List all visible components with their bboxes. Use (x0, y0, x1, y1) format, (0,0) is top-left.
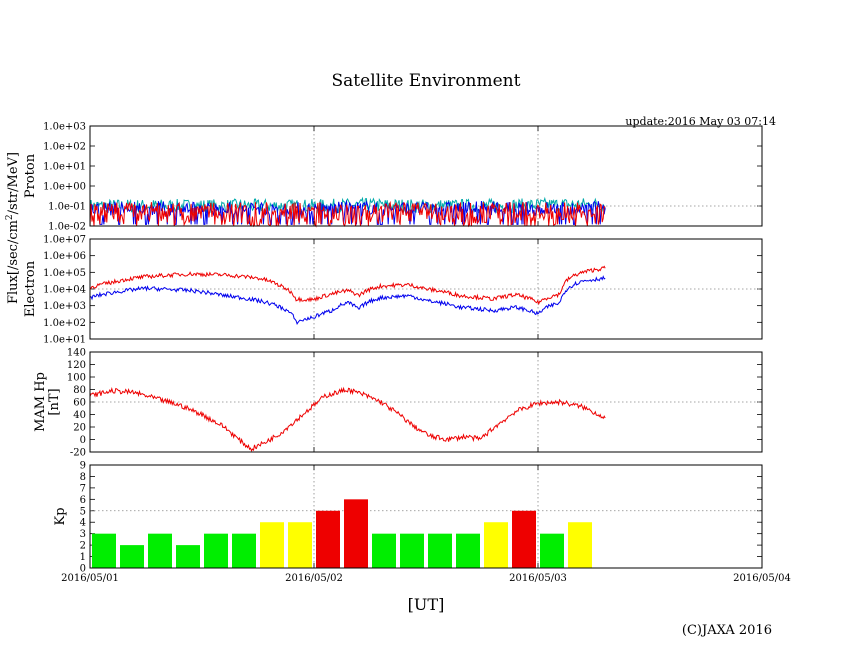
proton-y-tick-label: 1.0e+00 (43, 182, 86, 193)
kp-y-tick-label: 1 (80, 552, 86, 563)
kp-y-tick-label: 2 (80, 541, 86, 552)
kp-bar (540, 533, 564, 568)
mam-y-tick-label: 20 (73, 423, 86, 434)
copyright: (C)JAXA 2016 (682, 623, 772, 638)
kp-frame (89, 464, 763, 569)
electron-y-tick-label: 1.0e+02 (43, 318, 86, 329)
kp-y-tick-label: 3 (80, 529, 86, 540)
proton-series-red (89, 200, 606, 228)
kp-bar (372, 533, 396, 568)
mam-y-label: MAM Hp (33, 372, 48, 432)
electron-y-tick-label: 1.0e+04 (43, 285, 86, 296)
kp-bar (260, 522, 284, 568)
x-tick-label: 2016/05/04 (733, 573, 791, 584)
kp-bar (176, 545, 200, 568)
electron-y-tick-label: 1.0e+03 (43, 301, 86, 312)
electron-y-tick-label: 1.0e+01 (43, 335, 86, 346)
kp-bar (400, 533, 424, 568)
x-tick-label: 2016/05/02 (285, 573, 343, 584)
kp-bar (344, 499, 368, 568)
proton-y-tick-label: 1.0e-02 (48, 222, 86, 233)
kp-bar (484, 522, 508, 568)
proton-y-tick-label: 1.0e+02 (43, 142, 86, 153)
mam-y-tick-label: 100 (67, 373, 86, 384)
kp-bar (428, 533, 452, 568)
x-tick-label: 2016/05/01 (61, 573, 119, 584)
kp-y-tick-label: 9 (80, 461, 86, 472)
proton-frame (89, 125, 763, 227)
electron-series-blue (89, 275, 606, 325)
mam-y-tick-label: 0 (80, 435, 86, 446)
electron-y-label: Electron (23, 260, 38, 317)
mam-y-tick-label: 40 (73, 410, 86, 421)
kp-y-tick-label: 6 (80, 495, 86, 506)
kp-bar (92, 533, 116, 568)
proton-panel: 1.0e-02 1.0e-01 1.0e+00 1.0e+01 1.0e+02 1.0e+… (23, 122, 763, 233)
x-tick-label: 2016/05/03 (509, 573, 567, 584)
mam-y-tick-label: 120 (67, 360, 86, 371)
mam-y-tick-label: 80 (73, 385, 86, 396)
mam-y-tick-label: 60 (73, 398, 86, 409)
chart-panels: 1.0e-021.0e-011.0e+001.0e+011.0e+021.0e+… (23, 122, 763, 575)
kp-bar (316, 510, 340, 568)
kp-y-label: Kp (53, 507, 68, 525)
kp-y-tick-label: 4 (80, 518, 86, 529)
mam-y-tick-label: 140 (67, 348, 86, 359)
electron-panel: 1.0e+01 1.0e+02 1.0e+03 1.0e+04 1.0e+05 1.0e+… (23, 235, 763, 346)
kp-bar (148, 533, 172, 568)
kp-y-tick-label: 0 (80, 564, 86, 575)
mam-y-unit: [nT] (47, 388, 62, 415)
kp-bar (512, 510, 536, 568)
flux-label-prefix: Flux[/sec/cm (6, 220, 21, 304)
mam-series-red (89, 386, 606, 452)
kp-bar (568, 522, 592, 568)
x-axis: 2016/05/01 2016/05/02 2016/05/03 2016/05/04 (61, 573, 791, 584)
electron-y-tick-label: 1.0e+06 (43, 251, 86, 262)
proton-y-tick-label: 1.0e+01 (43, 162, 86, 173)
kp-bar (204, 533, 228, 568)
kp-y-tick-label: 7 (80, 483, 86, 494)
mam-y-tick-label: -20 (70, 448, 86, 459)
mam-frame (89, 351, 763, 453)
flux-label-suffix: /str/MeV] (6, 152, 21, 214)
electron-series-red (89, 265, 606, 306)
flux-label-superscript: 2 (5, 214, 15, 220)
kp-bar (456, 533, 480, 568)
kp-y-tick-label: 5 (80, 506, 86, 517)
electron-frame (89, 238, 763, 340)
proton-y-tick-label: 1.0e-01 (48, 202, 86, 213)
proton-y-tick-label: 1.0e+03 (43, 122, 86, 133)
kp-bar (288, 522, 312, 568)
update-timestamp: update:2016 May 03 07:14 (625, 115, 776, 128)
proton-y-label: Proton (23, 153, 38, 198)
chart-title: Satellite Environment (332, 71, 521, 91)
flux-axis-label: Flux[/sec/cm2/str/MeV] (5, 152, 21, 304)
kp-bar (120, 545, 144, 568)
electron-y-tick-label: 1.0e+07 (43, 235, 86, 246)
kp-bar (232, 533, 256, 568)
electron-y-tick-label: 1.0e+05 (43, 268, 86, 279)
x-axis-label: [UT] (408, 595, 445, 614)
kp-y-tick-label: 8 (80, 472, 86, 483)
